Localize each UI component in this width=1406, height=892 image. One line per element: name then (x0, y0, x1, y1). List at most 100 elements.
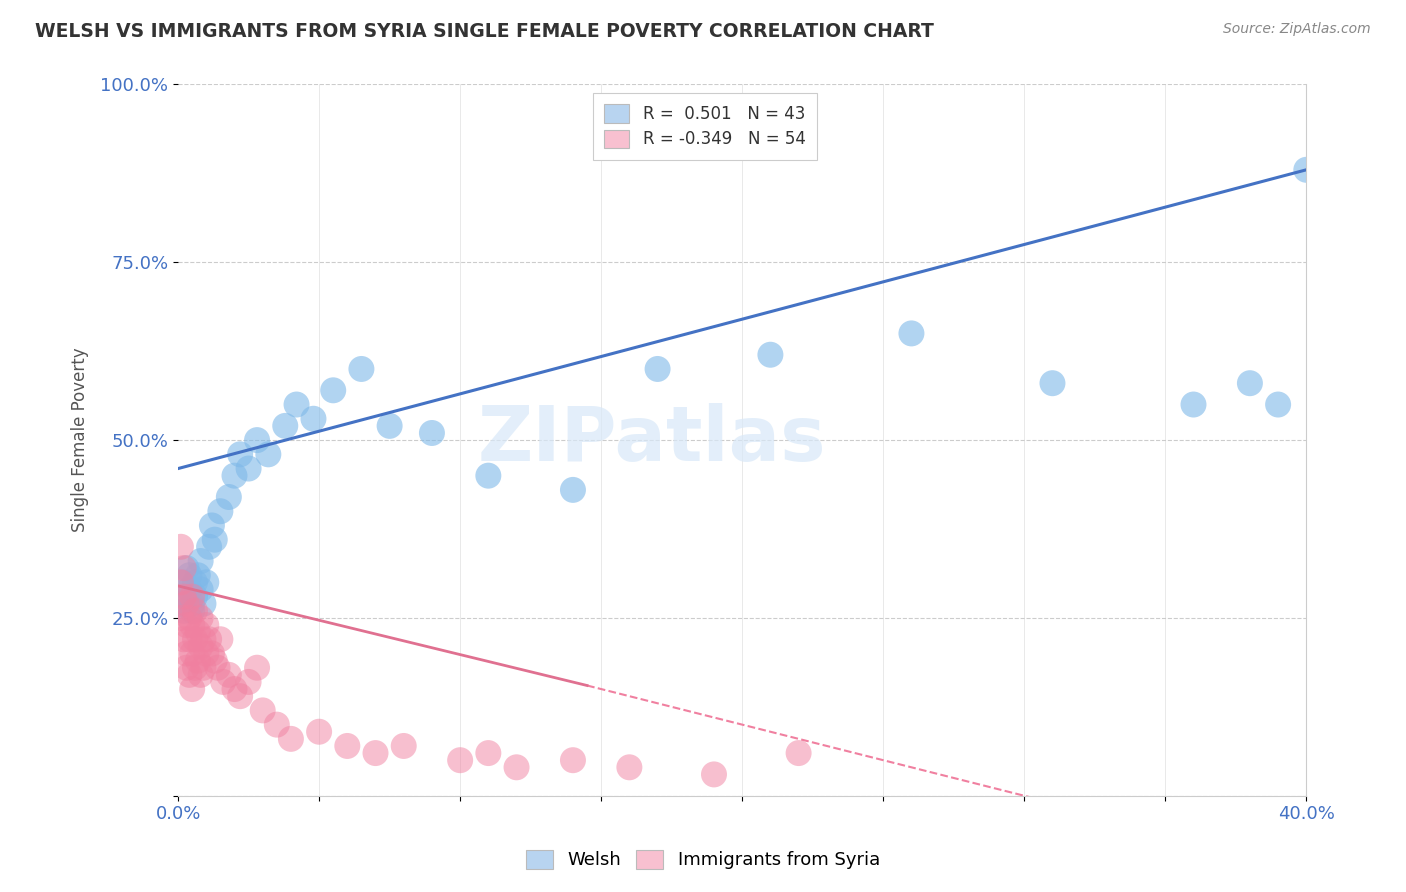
Point (170, 575, 193, 590)
Point (619, 760, 641, 774)
Point (1295, 162, 1317, 177)
Point (505, 760, 527, 774)
Point (302, 411, 325, 425)
Point (193, 661, 215, 675)
Point (179, 632, 201, 647)
Point (308, 724, 330, 739)
Point (378, 418, 401, 433)
Point (218, 490, 240, 504)
Point (179, 611, 201, 625)
Text: ZIPatlas: ZIPatlas (478, 403, 827, 477)
Point (392, 739, 415, 753)
Point (181, 597, 204, 611)
Point (176, 647, 198, 661)
Point (187, 568, 209, 582)
Point (190, 582, 212, 597)
Point (201, 647, 224, 661)
Point (350, 362, 373, 376)
Text: Source: ZipAtlas.com: Source: ZipAtlas.com (1223, 22, 1371, 37)
Point (181, 647, 204, 661)
Point (449, 753, 471, 767)
Point (201, 518, 224, 533)
Point (759, 348, 782, 362)
Point (257, 447, 280, 461)
Point (1267, 398, 1289, 412)
Point (181, 618, 204, 632)
Point (187, 625, 209, 640)
Point (477, 746, 499, 760)
Point (285, 398, 308, 412)
Point (238, 675, 260, 690)
Point (193, 632, 215, 647)
Point (184, 575, 207, 590)
Point (170, 540, 193, 554)
Point (173, 561, 195, 575)
Point (322, 384, 344, 398)
Point (176, 661, 198, 675)
Point (787, 746, 810, 760)
Point (190, 668, 212, 682)
Point (364, 746, 387, 760)
Point (218, 668, 240, 682)
Point (1182, 398, 1205, 412)
Point (195, 575, 218, 590)
Point (176, 561, 198, 575)
Point (229, 689, 252, 703)
Point (477, 468, 499, 483)
Point (246, 433, 269, 447)
Point (900, 326, 922, 341)
Point (181, 604, 204, 618)
Point (280, 731, 302, 746)
Point (193, 597, 215, 611)
Point (209, 504, 232, 518)
Point (198, 540, 221, 554)
Point (703, 767, 725, 781)
Text: WELSH VS IMMIGRANTS FROM SYRIA SINGLE FEMALE POVERTY CORRELATION CHART: WELSH VS IMMIGRANTS FROM SYRIA SINGLE FE… (35, 22, 934, 41)
Point (184, 590, 207, 604)
Point (195, 647, 218, 661)
Point (173, 575, 195, 590)
Point (190, 640, 212, 654)
Point (198, 632, 221, 647)
Point (1239, 376, 1261, 391)
Point (266, 717, 288, 731)
Point (224, 681, 246, 696)
Point (562, 483, 585, 497)
Point (224, 468, 246, 483)
Point (181, 590, 204, 604)
Point (647, 362, 669, 376)
Point (207, 661, 229, 675)
Point (420, 425, 443, 440)
Point (562, 753, 585, 767)
Point (190, 611, 212, 625)
Point (173, 632, 195, 647)
Point (274, 418, 297, 433)
Point (179, 668, 201, 682)
Point (195, 618, 218, 632)
Point (238, 461, 260, 475)
Point (176, 597, 198, 611)
Point (190, 554, 212, 568)
Point (176, 590, 198, 604)
Legend: Welsh, Immigrants from Syria: Welsh, Immigrants from Syria (517, 840, 889, 879)
Point (187, 654, 209, 668)
Point (246, 661, 269, 675)
Point (176, 618, 198, 632)
Point (1042, 376, 1064, 391)
Point (181, 681, 204, 696)
Point (179, 582, 201, 597)
Point (184, 661, 207, 675)
Point (184, 604, 207, 618)
Y-axis label: Single Female Poverty: Single Female Poverty (72, 348, 89, 533)
Point (184, 632, 207, 647)
Point (179, 568, 201, 582)
Point (173, 604, 195, 618)
Point (204, 533, 226, 547)
Point (209, 632, 232, 647)
Point (229, 447, 252, 461)
Legend: R =  0.501   N = 43, R = -0.349   N = 54: R = 0.501 N = 43, R = -0.349 N = 54 (592, 93, 817, 160)
Point (170, 611, 193, 625)
Point (252, 703, 274, 717)
Point (212, 675, 235, 690)
Point (336, 739, 359, 753)
